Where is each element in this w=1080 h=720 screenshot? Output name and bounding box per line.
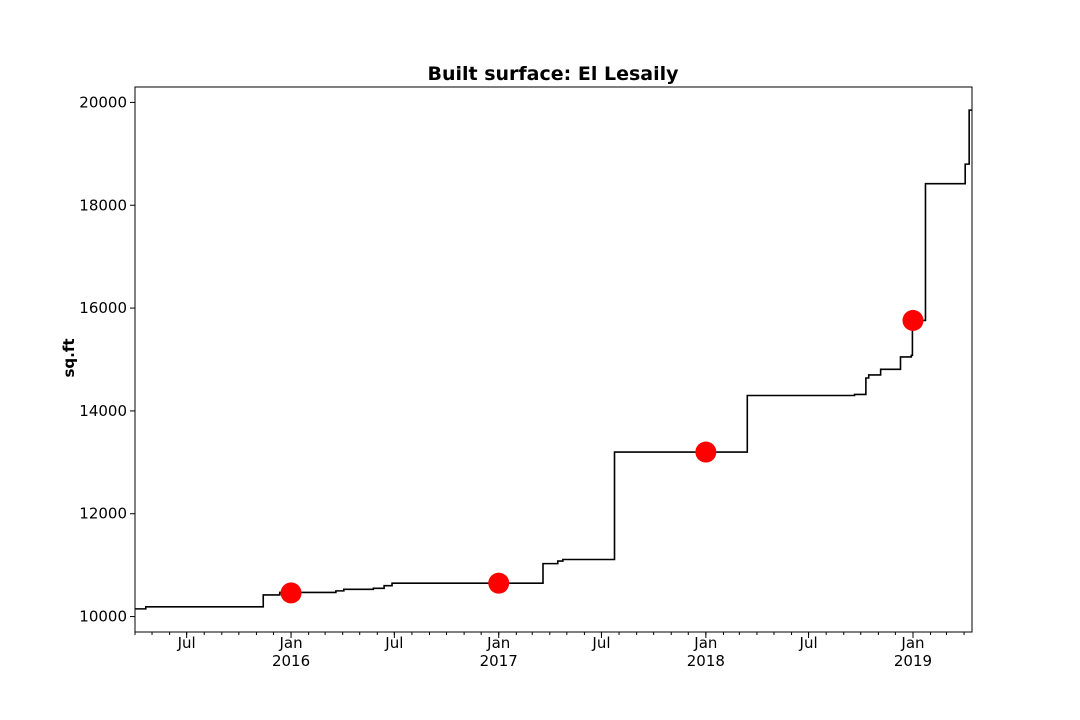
built-surface-step-line (135, 109, 972, 610)
x-tick-label: Jan (486, 634, 510, 652)
y-tick-label: 16000 (79, 299, 127, 317)
highlight-marker (488, 572, 510, 594)
x-tick-year-label: 2017 (480, 652, 518, 670)
highlight-marker (695, 441, 717, 463)
x-tick-label: Jul (591, 634, 610, 652)
x-tick-label: Jul (384, 634, 403, 652)
x-tick-label: Jan (278, 634, 302, 652)
x-tick-year-label: 2016 (272, 652, 310, 670)
y-tick-label: 14000 (79, 402, 127, 420)
y-tick-label: 20000 (79, 93, 127, 111)
x-tick-year-label: 2019 (894, 652, 932, 670)
y-tick-label: 12000 (79, 505, 127, 523)
highlight-marker (902, 309, 924, 331)
y-axis-label: sq.ft (60, 338, 78, 377)
x-tick-label: Jan (900, 634, 924, 652)
x-tick-label: Jan (693, 634, 717, 652)
y-tick-label: 10000 (79, 608, 127, 626)
x-tick-label: Jul (177, 634, 196, 652)
chart-title: Built surface: El Lesaily (427, 63, 679, 85)
plot-frame (134, 86, 973, 633)
x-tick-label: Jul (799, 634, 818, 652)
highlight-marker (280, 582, 302, 604)
x-tick-year-label: 2018 (687, 652, 725, 670)
y-tick-label: 18000 (79, 196, 127, 214)
